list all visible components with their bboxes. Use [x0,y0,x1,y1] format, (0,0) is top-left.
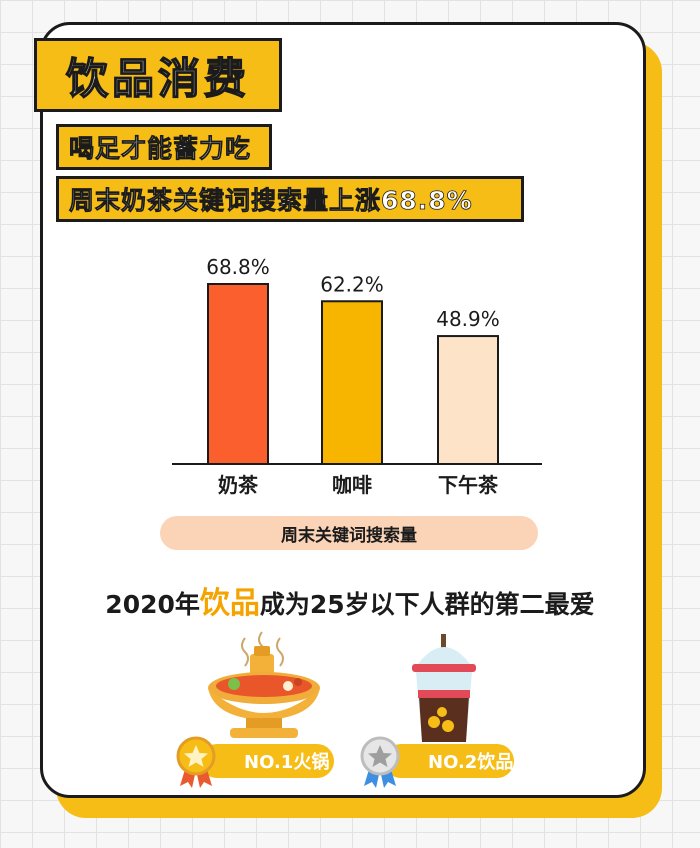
silver-medal-icon [360,736,400,788]
subtitle-1: 喝足才能蓄力吃 [56,124,272,170]
bar-1 [207,283,269,465]
category-label: 奶茶 [218,473,259,497]
category-label: 咖啡 [332,473,372,497]
subtitle-2: 周末奶茶关键词搜索量上涨68.8% [56,176,524,222]
headline-prefix: 2020年 [105,590,200,619]
headline-suffix: 成为25岁以下人群的第二最爱 [259,590,595,619]
headline-highlight: 饮品 [199,586,260,621]
bar-value-label: 68.8% [206,255,270,279]
gold-medal-icon [176,736,216,788]
bar-2 [321,300,383,466]
bar-value-label: 62.2% [320,272,384,296]
page-title: 饮品消费 [34,38,282,112]
chart-legend: 周末关键词搜索量 [160,516,538,550]
rank-2-badge: NO.2饮品 [384,744,514,778]
bubble-tea-icon [412,634,476,742]
headline: 2020年饮品成为25岁以下人群的第二最爱 [0,578,700,622]
category-label: 下午茶 [438,473,499,497]
hotpot-icon [208,631,320,738]
bar-3 [437,335,499,466]
rank-1-badge: NO.1火锅 [200,744,334,778]
bar-value-label: 48.9% [436,307,500,331]
